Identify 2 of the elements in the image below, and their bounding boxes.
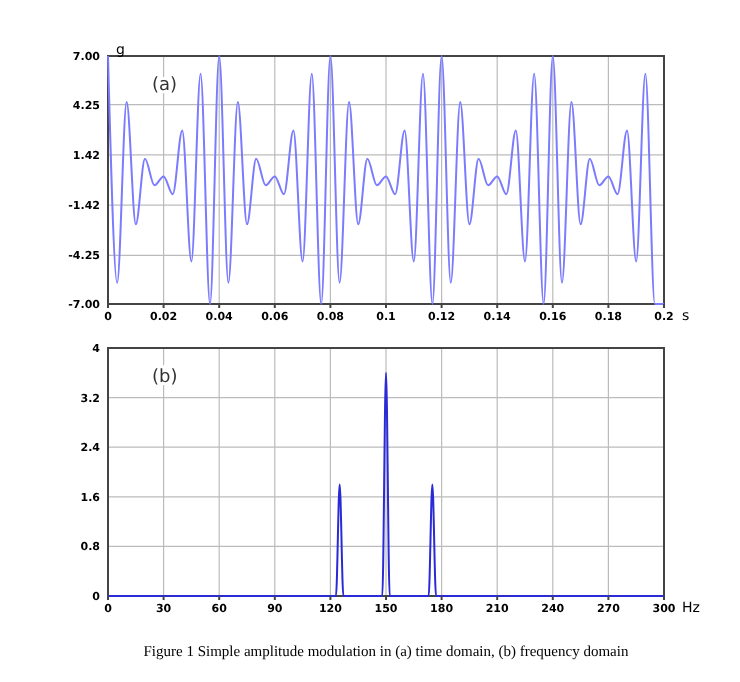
annotation: (a)	[152, 76, 178, 96]
annotation: (b)	[152, 368, 178, 388]
